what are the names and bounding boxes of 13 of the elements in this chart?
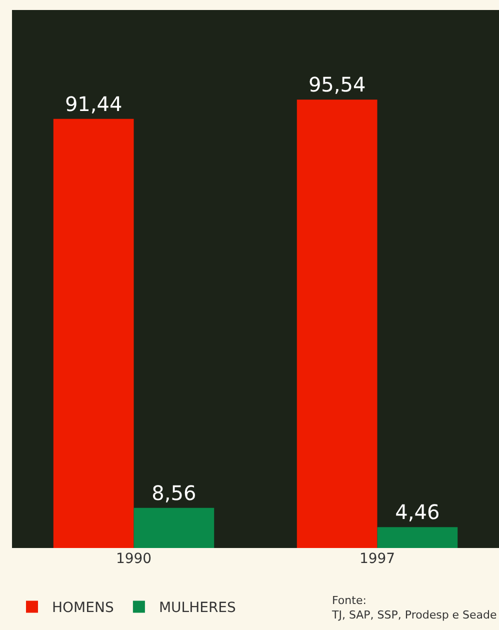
x-tick-label: 1997	[359, 551, 396, 567]
legend-label: HOMENS	[52, 600, 114, 616]
bar	[53, 118, 134, 548]
bar	[377, 527, 458, 548]
data-label: 4,46	[395, 500, 440, 524]
source-note: Fonte: TJ, SAP, SSP, Prodesp e Seade	[331, 594, 498, 622]
data-label: 91,44	[64, 92, 122, 116]
bar	[296, 100, 378, 548]
data-label: 8,56	[152, 480, 196, 505]
bar	[134, 508, 214, 548]
x-tick-label: 1990	[116, 551, 152, 567]
legend-label: MULHERES	[158, 600, 236, 616]
data-label: 95,54	[308, 72, 366, 97]
